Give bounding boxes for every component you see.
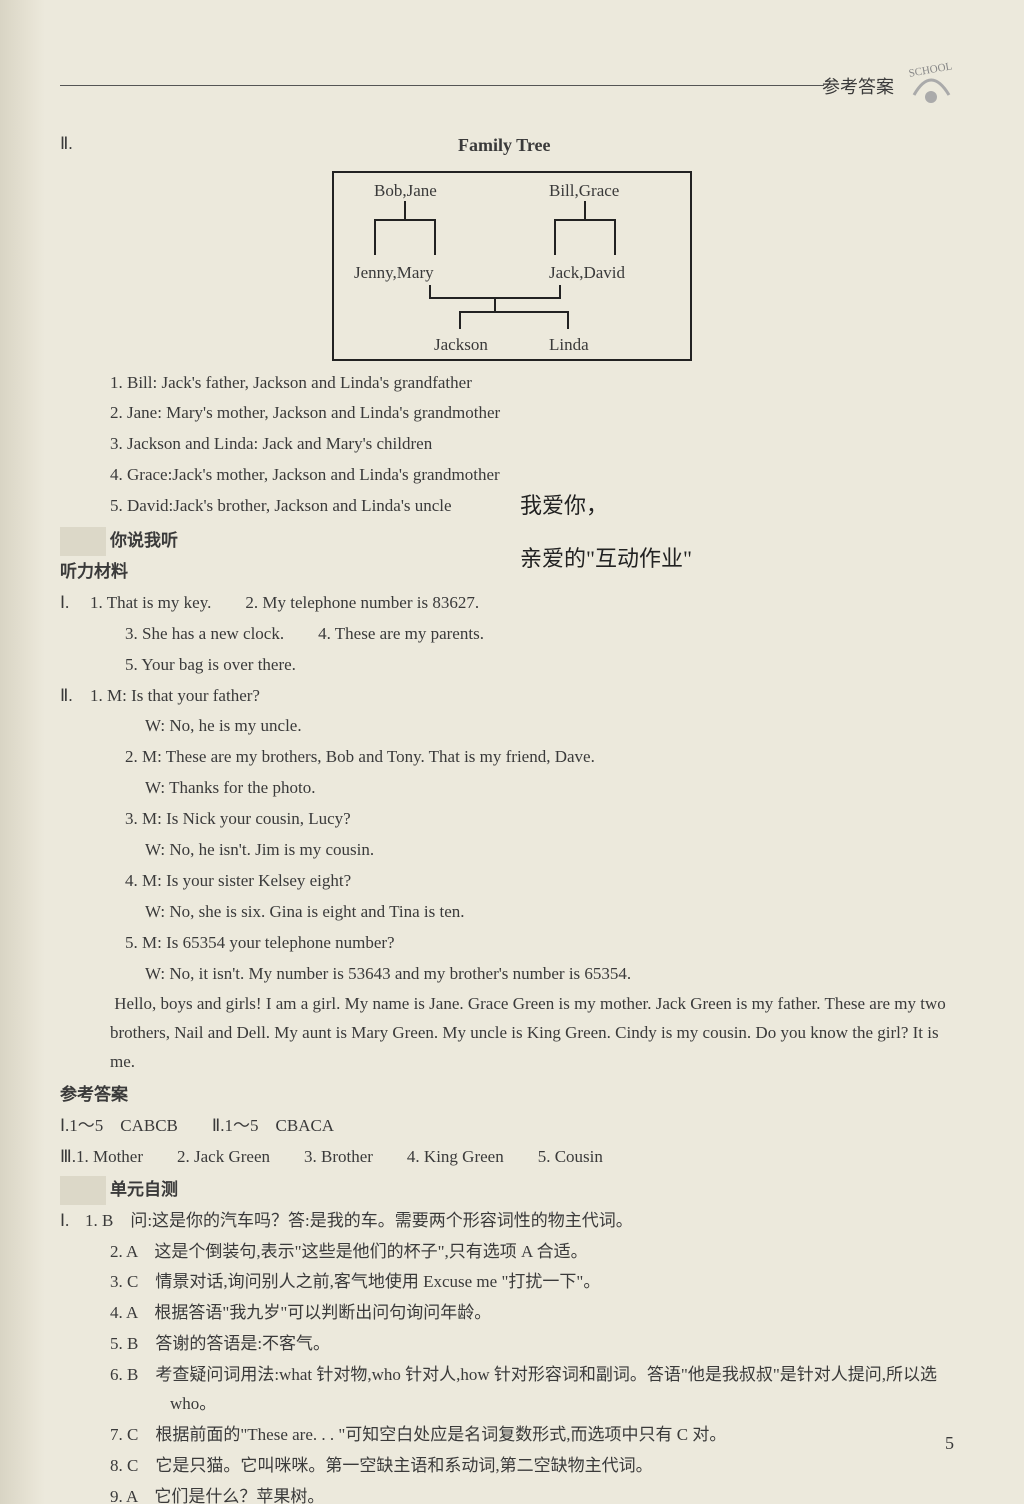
tree-linda: Linda — [549, 331, 589, 360]
test-item: 9. A 它们是什么？苹果树。 — [60, 1483, 964, 1512]
tree-item: 2. Jane: Mary's mother, Jackson and Lind… — [60, 399, 964, 428]
test-item: 8. C 它是只猫。它叫咪咪。第一空缺主语和系动词,第二空缺物主代词。 — [60, 1452, 964, 1481]
dialog-w: W: No, he isn't. Jim is my cousin. — [60, 836, 964, 865]
family-tree-title: Family Tree — [94, 130, 914, 161]
section-2-roman: Ⅱ. — [60, 130, 90, 159]
tree-item: 1. Bill: Jack's father, Jackson and Lind… — [60, 369, 964, 398]
tree-item: 5. David:Jack's brother, Jackson and Lin… — [60, 492, 964, 521]
test-item: 7. C 根据前面的"These are. . . "可知空白处应是名词复数形式… — [60, 1421, 964, 1450]
tree-item: 3. Jackson and Linda: Jack and Mary's ch… — [60, 430, 964, 459]
svg-text:SCHOOL: SCHOOL — [908, 60, 954, 80]
test-item: 6. B 考查疑问词用法:what 针对物,who 针对人,how 针对形容词和… — [60, 1361, 964, 1419]
header-label: 参考答案 — [822, 72, 894, 103]
handwriting-2: 亲爱的"互动作业" — [520, 540, 692, 577]
answers-line2: Ⅲ.1. Mother 2. Jack Green 3. Brother 4. … — [60, 1143, 964, 1172]
part1-item: 5. Your bag is over there. — [60, 651, 964, 680]
family-tree-diagram: Bob,Jane Bill,Grace Jenny,Mary Jack,Davi… — [332, 171, 692, 361]
test-item: 5. B 答谢的答语是:不客气。 — [60, 1330, 964, 1359]
test-item: 2. A 这是个倒装句,表示"这些是他们的杯子",只有选项 A 合适。 — [60, 1238, 964, 1267]
part3-roman: Ⅲ. — [60, 990, 90, 1019]
tree-jenny-mary: Jenny,Mary — [354, 259, 434, 288]
school-logo: SCHOOL — [894, 55, 969, 110]
answers-label: 参考答案 — [60, 1081, 964, 1110]
tree-item: 4. Grace:Jack's mother, Jackson and Lind… — [60, 461, 964, 490]
header-rule — [60, 85, 824, 86]
test-item: 3. C 情景对话,询问别人之前,客气地使用 Excuse me "打扰一下"。 — [60, 1268, 964, 1297]
listening-material-label: 听力材料 — [60, 558, 964, 587]
tree-jackson: Jackson — [434, 331, 488, 360]
page-number: 5 — [945, 1428, 954, 1459]
dialog-w: W: No, she is six. Gina is eight and Tin… — [60, 898, 964, 927]
part1-item: 3. She has a new clock. 4. These are my … — [60, 620, 964, 649]
test-item: 4. A 根据答语"我九岁"可以判断出问句询问年龄。 — [60, 1299, 964, 1328]
part1-item: Ⅰ.1. That is my key. 2. My telephone num… — [60, 589, 964, 618]
dialog-m: 4. M: Is your sister Kelsey eight? — [60, 867, 964, 896]
speak-listen-label: 你说我听 — [110, 531, 178, 550]
dialog-w: W: No, it isn't. My number is 53643 and … — [60, 960, 964, 989]
section-unit-test — [60, 1176, 106, 1205]
dialog-m: 3. M: Is Nick your cousin, Lucy? — [60, 805, 964, 834]
handwriting-1: 我爱你， — [520, 487, 608, 524]
dialog-m: 2. M: These are my brothers, Bob and Ton… — [60, 743, 964, 772]
part3-text: Hello, boys and girls! I am a girl. My n… — [94, 994, 946, 1071]
dialog-m: Ⅱ.1. M: Is that your father? — [60, 682, 964, 711]
section-speak-listen — [60, 527, 106, 556]
test-item: Ⅰ.1. B 问:这是你的汽车吗？答:是我的车。需要两个形容词性的物主代词。 — [60, 1207, 964, 1236]
tree-jack-david: Jack,David — [549, 259, 625, 288]
dialog-w: W: Thanks for the photo. — [60, 774, 964, 803]
dialog-w: W: No, he is my uncle. — [60, 712, 964, 741]
dialog-m: 5. M: Is 65354 your telephone number? — [60, 929, 964, 958]
unit-test-label: 单元自测 — [110, 1180, 178, 1199]
answers-line1: Ⅰ.1～5 CABCB Ⅱ.1～5 CBACA — [60, 1112, 964, 1141]
